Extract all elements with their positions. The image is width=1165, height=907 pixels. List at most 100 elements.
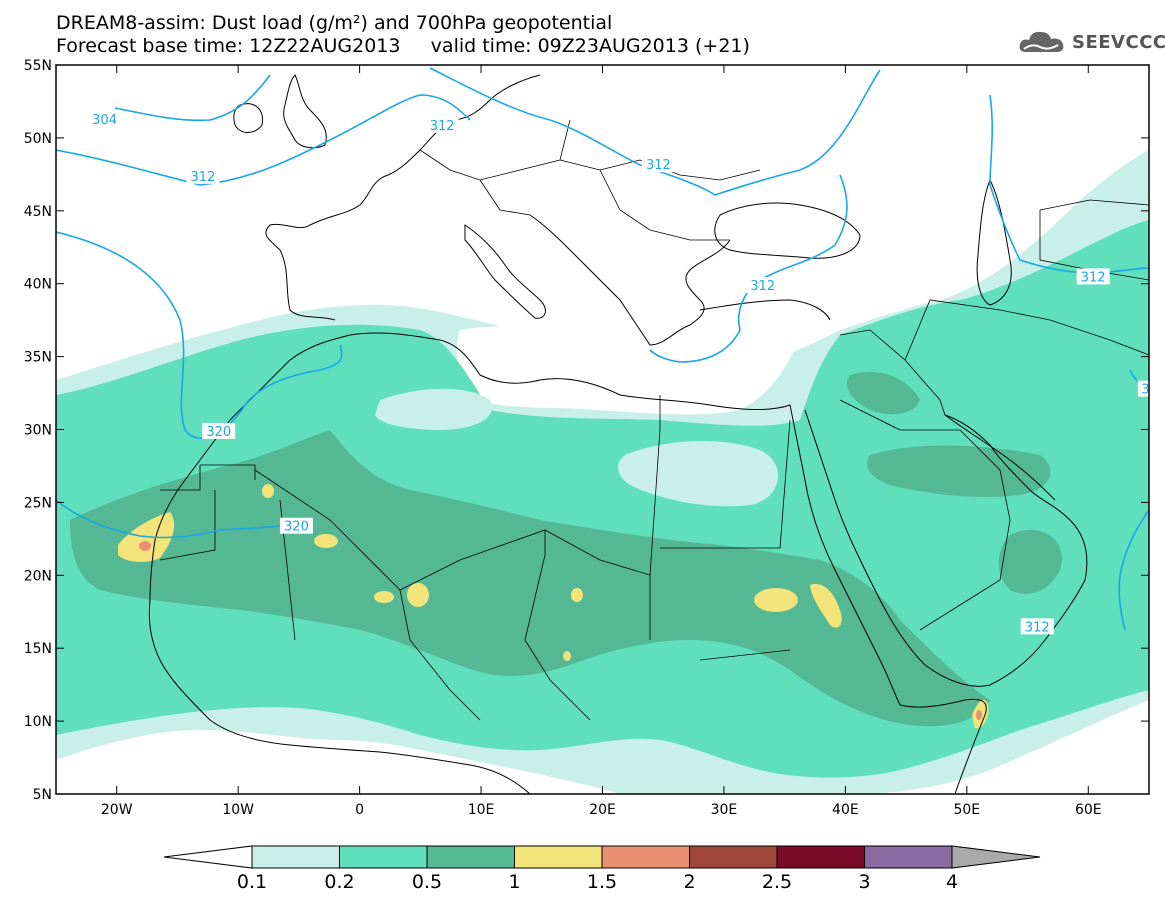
contour-label-bg [88, 110, 122, 127]
colorbar-label: 0.2 [324, 871, 354, 893]
country-borders [159, 119, 1149, 721]
dust-level-05-iraq [846, 371, 920, 415]
coast-balkans [529, 214, 731, 346]
contour-label-bg [746, 277, 780, 294]
lat-label: 45N [24, 204, 52, 220]
contour-label: 312 [646, 158, 671, 173]
lat-label: 30N [24, 423, 52, 439]
border-egypt [660, 419, 791, 549]
border-nigeria [399, 589, 481, 721]
coast-west-africa [148, 419, 531, 794]
border-iran [904, 299, 1149, 361]
latitude-axis: 55N 50N 45N 40N 35N 30N 25N 20N 15N 10N 5N [24, 58, 1149, 803]
border-saudi [839, 399, 1011, 631]
lat-label: 55N [24, 58, 52, 74]
dust-level-1-eritrea [810, 584, 842, 628]
colorbar-segment [426, 845, 515, 869]
colorbar-segment [251, 845, 340, 869]
border-sudan [649, 575, 791, 661]
contour-label-bg [1020, 618, 1054, 635]
coast-italy [464, 224, 546, 319]
lat-label: 10N [24, 714, 52, 730]
lon-label: 20W [101, 802, 133, 818]
colorbar-under-arrow [163, 845, 253, 869]
coast-turkey [699, 299, 831, 321]
contour-312-east [649, 174, 848, 363]
lon-label: 50E [953, 802, 980, 818]
lon-label: 60E [1075, 802, 1102, 818]
dust-level-05-oman [998, 529, 1062, 594]
contour-312-north [56, 94, 471, 186]
seevccc-logo: SEEVCCC [1018, 27, 1165, 57]
lat-label: 15N [24, 641, 52, 657]
coast-ireland [233, 103, 264, 133]
contour-label: 312 [430, 119, 455, 134]
coast-britain [283, 74, 327, 149]
colorbar-segment [776, 845, 865, 869]
dust-level-15 [139, 541, 151, 551]
contour-320 [56, 231, 343, 439]
border-iraq [839, 329, 946, 416]
dust-level-1-sudan [754, 588, 798, 612]
dust-hole-algeria [375, 388, 492, 430]
coast-horn [899, 698, 987, 794]
geopotential-contours [56, 67, 1149, 631]
dust-level-1-chad2 [563, 651, 571, 661]
dust-level-1-niger2 [374, 591, 394, 603]
contour-label: 3 [1141, 383, 1149, 398]
colorbar-over-arrow [951, 845, 1041, 869]
lat-label: 25N [24, 495, 52, 511]
lat-label: 35N [24, 350, 52, 366]
lon-label: 10E [468, 802, 495, 818]
contour-label: 320 [206, 425, 231, 440]
contour-label-bg [641, 156, 675, 173]
dust-level-1-niger [407, 583, 429, 607]
contour-label-bg [1076, 268, 1110, 285]
lon-label: 20E [589, 802, 616, 818]
contour-label: 312 [1025, 620, 1050, 635]
lat-label: 5N [33, 787, 52, 803]
colorbar-segment [601, 845, 690, 869]
map-title: DREAM8-assim: Dust load (g/m²) and 700hP… [56, 12, 613, 34]
longitude-axis: 20W 10W 0 10E 20E 30E 40E 50E 60E [101, 65, 1102, 818]
lat-label: 40N [24, 277, 52, 293]
border-wsahara [160, 464, 256, 491]
contour-312-arabia [1118, 509, 1149, 631]
colorbar-label: 2 [683, 871, 695, 893]
colorbar-label: 0.1 [237, 871, 267, 893]
dust-level-1-algeria [262, 484, 274, 498]
border-central-asia [1039, 199, 1149, 281]
dust-field [56, 150, 1149, 794]
colorbar-label: 0.5 [412, 871, 442, 893]
cloud-logo-icon [1019, 31, 1064, 52]
border-europe-inner [419, 119, 761, 241]
colorbar-segment [339, 845, 428, 869]
contour-304 [114, 74, 271, 122]
lat-label: 20N [24, 568, 52, 584]
coast-red-sea-west [789, 404, 901, 706]
dust-level-15-somalia [976, 710, 982, 720]
lon-label: 40E [832, 802, 859, 818]
colorbar-label: 1.5 [587, 871, 617, 893]
contour-label-bg [202, 422, 236, 439]
coast-north-africa [229, 332, 791, 421]
lon-label: 0 [355, 802, 364, 818]
border-algeria-mali [254, 469, 401, 591]
contour-312-caspian [989, 94, 1149, 274]
forecast-time-subtitle: Forecast base time: 12Z22AUG2013 valid t… [56, 35, 750, 57]
coast-blacksea [714, 202, 861, 259]
contour-label-bg [425, 116, 459, 133]
colorbar-segment [514, 845, 603, 869]
dust-level-05-arabia [866, 445, 1051, 497]
dust-level-1-mali [314, 534, 338, 548]
colorbar: 0.1 0.2 0.5 1 1.5 2 2.5 3 4 [163, 845, 1041, 893]
border-chad [524, 639, 591, 721]
contour-label-bg [186, 167, 220, 184]
colorbar-segment [689, 845, 778, 869]
colorbar-label: 3 [858, 871, 870, 893]
contour-312-central [429, 67, 881, 196]
coast-caspian [976, 178, 1012, 306]
colorbar-label: 2.5 [762, 871, 792, 893]
colorbar-label: 4 [946, 871, 958, 893]
